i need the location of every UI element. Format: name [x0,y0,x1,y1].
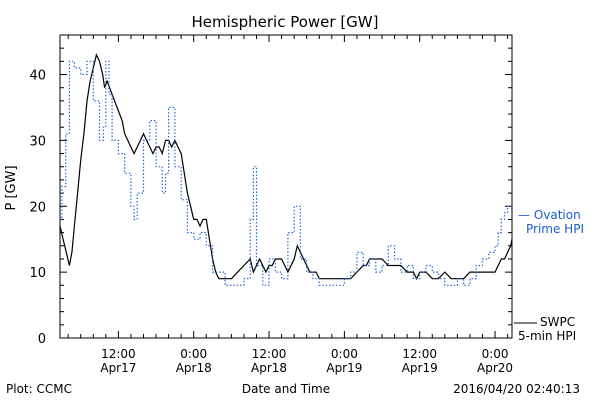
swpc-hpi-line [59,53,513,281]
chart-title: Hemispheric Power [GW] [192,13,379,31]
x-tick-time-label: 0:00 [180,347,207,361]
x-tick-date-label: Apr17 [100,361,136,375]
y-axis-label: P [GW] [4,165,19,210]
y-tick-label: 40 [29,69,46,84]
series-layer [59,53,513,286]
footer-timestamp: 2016/04/20 02:40:13 [453,382,580,396]
x-tick-date-label: Apr20 [477,361,513,375]
plot-frame [59,34,513,339]
x-tick-date-label: Apr18 [176,361,212,375]
ovation-prime-hpi-line [60,60,512,286]
footer-credit: Plot: CCMC [6,382,72,396]
y-tick-label: 10 [29,266,46,281]
y-tick-label: 30 [29,134,46,149]
y-tick-label: 20 [29,200,46,215]
x-tick-date-label: Apr19 [326,361,362,375]
x-tick-date-label: Apr19 [402,361,438,375]
swpc-label-line1: SWPC [540,315,575,329]
y-axis: 0 10 20 30 40 [29,34,512,347]
x-tick-time-label: 12:00 [252,347,287,361]
x-axis: 12:00Apr170:00Apr1812:00Apr180:00Apr1912… [67,35,513,375]
x-axis-label: Date and Time [242,382,330,396]
ovation-label-line1: — Ovation [518,208,581,222]
x-tick-time-label: 0:00 [482,347,509,361]
y-tick-label: 0 [38,332,46,347]
x-tick-time-label: 0:00 [331,347,358,361]
x-tick-time-label: 12:00 [402,347,437,361]
x-tick-time-label: 12:00 [101,347,136,361]
x-tick-date-label: Apr18 [251,361,287,375]
swpc-label-line2: 5-min HPI [518,329,576,343]
ovation-label-line2: Prime HPI [526,222,584,236]
